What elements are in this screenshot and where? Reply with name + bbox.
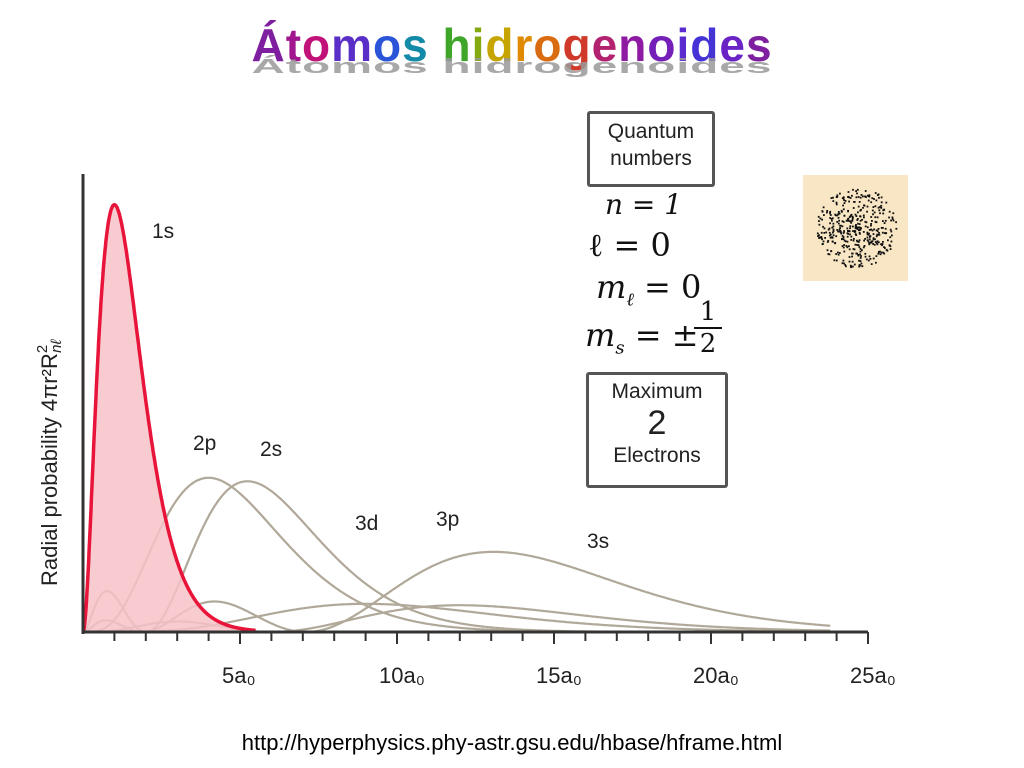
quantum-ml: mℓ = 0: [596, 268, 701, 310]
quantum-ms-value: = ±: [634, 316, 699, 354]
title-letter: s: [402, 19, 429, 71]
title-letter: i: [676, 19, 691, 71]
max-box-line3: Electrons: [613, 444, 701, 467]
max-electrons-value: 2: [647, 404, 667, 442]
title-letter: i: [471, 19, 486, 71]
title-letter: o: [647, 19, 677, 71]
quantum-ml-symbol: m: [596, 268, 627, 306]
title-letter: d: [690, 19, 720, 71]
quantum-ml-value: = 0: [644, 268, 702, 306]
title-shadow: Átomos hidrogenoides: [251, 54, 773, 78]
title-letter: s: [745, 19, 773, 71]
curve-label-2p: 2p: [193, 432, 216, 455]
x-ticks: [113, 632, 869, 644]
quantum-n: n = 1: [605, 188, 683, 221]
title-letter: t: [285, 19, 303, 71]
quantum-numbers-box: Quantum numbers: [587, 111, 715, 187]
title-letter: o: [533, 19, 563, 71]
title-letter: e: [591, 19, 619, 71]
quantum-box-line1: Quantum: [607, 120, 695, 143]
orbital-cloud-image: [803, 175, 908, 281]
x-tick-label: 15a₀: [536, 663, 582, 688]
series-1s-fill: [83, 204, 256, 632]
title-letter: o: [373, 19, 403, 71]
series-1s-line: [81, 202, 256, 634]
curve-label-1s: 1s: [152, 220, 174, 243]
quantum-box-line2: numbers: [610, 147, 692, 170]
curve-label-3s: 3s: [587, 530, 609, 553]
title-letter: e: [719, 19, 746, 71]
x-tick-label: 5a₀: [222, 663, 256, 688]
curve-label-2s: 2s: [260, 438, 282, 461]
source-url: http://hyperphysics.phy-astr.gsu.edu/hba…: [241, 730, 783, 755]
y-axis-label: Radial probability 4πr²R2nℓ: [34, 338, 65, 586]
title-letter: g: [562, 19, 592, 71]
page-title: Átomos hidrogenoides Átomos hidrogenoide…: [0, 18, 1024, 78]
y-axis-label-sup: 2: [34, 345, 51, 353]
curve-label-3p: 3p: [436, 508, 459, 531]
title-text: Átomos hidrogenoides Átomos hidrogenoide…: [251, 19, 772, 78]
quantum-ms-sub: s: [615, 337, 625, 359]
title-letter: n: [618, 19, 648, 71]
title-letters: Átomos hidrogenoides: [251, 19, 772, 71]
curve-label-3d: 3d: [355, 512, 378, 535]
quantum-ms: ms = ±: [585, 316, 699, 358]
title-letter: d: [485, 19, 515, 71]
plot-curves: [81, 202, 831, 634]
quantum-ms-symbol: m: [585, 316, 616, 354]
fraction-denominator: 2: [694, 327, 722, 359]
maximum-electrons-box: Maximum 2 Electrons: [586, 372, 728, 488]
quantum-l: ℓ = 0: [588, 226, 671, 264]
quantum-ml-sub: ℓ: [626, 289, 634, 311]
x-tick-label: 20a₀: [693, 663, 739, 688]
curve-labels: 1s 2s 2p 3s 3p 3d: [152, 220, 609, 553]
x-tick-labels: 5a₀ 10a₀ 15a₀ 20a₀ 25a₀: [222, 663, 896, 688]
title-letter: r: [514, 19, 534, 71]
title-letter: m: [331, 19, 374, 71]
title-letter: h: [442, 19, 472, 71]
x-tick-label: 25a₀: [850, 663, 896, 688]
x-tick-label: 10a₀: [379, 663, 425, 688]
series-3s-line: [82, 550, 831, 634]
title-letter: Á: [251, 19, 286, 71]
y-axis-label-sub: nℓ: [48, 338, 65, 352]
y-axis-label-text: Radial probability 4πr²R: [37, 353, 62, 586]
electron-cloud-dots: [816, 188, 898, 269]
title-letter: o: [302, 19, 332, 71]
quantum-ms-fraction: 1 2: [694, 297, 722, 359]
max-box-line1: Maximum: [611, 380, 703, 403]
fraction-numerator: 1: [699, 297, 717, 327]
